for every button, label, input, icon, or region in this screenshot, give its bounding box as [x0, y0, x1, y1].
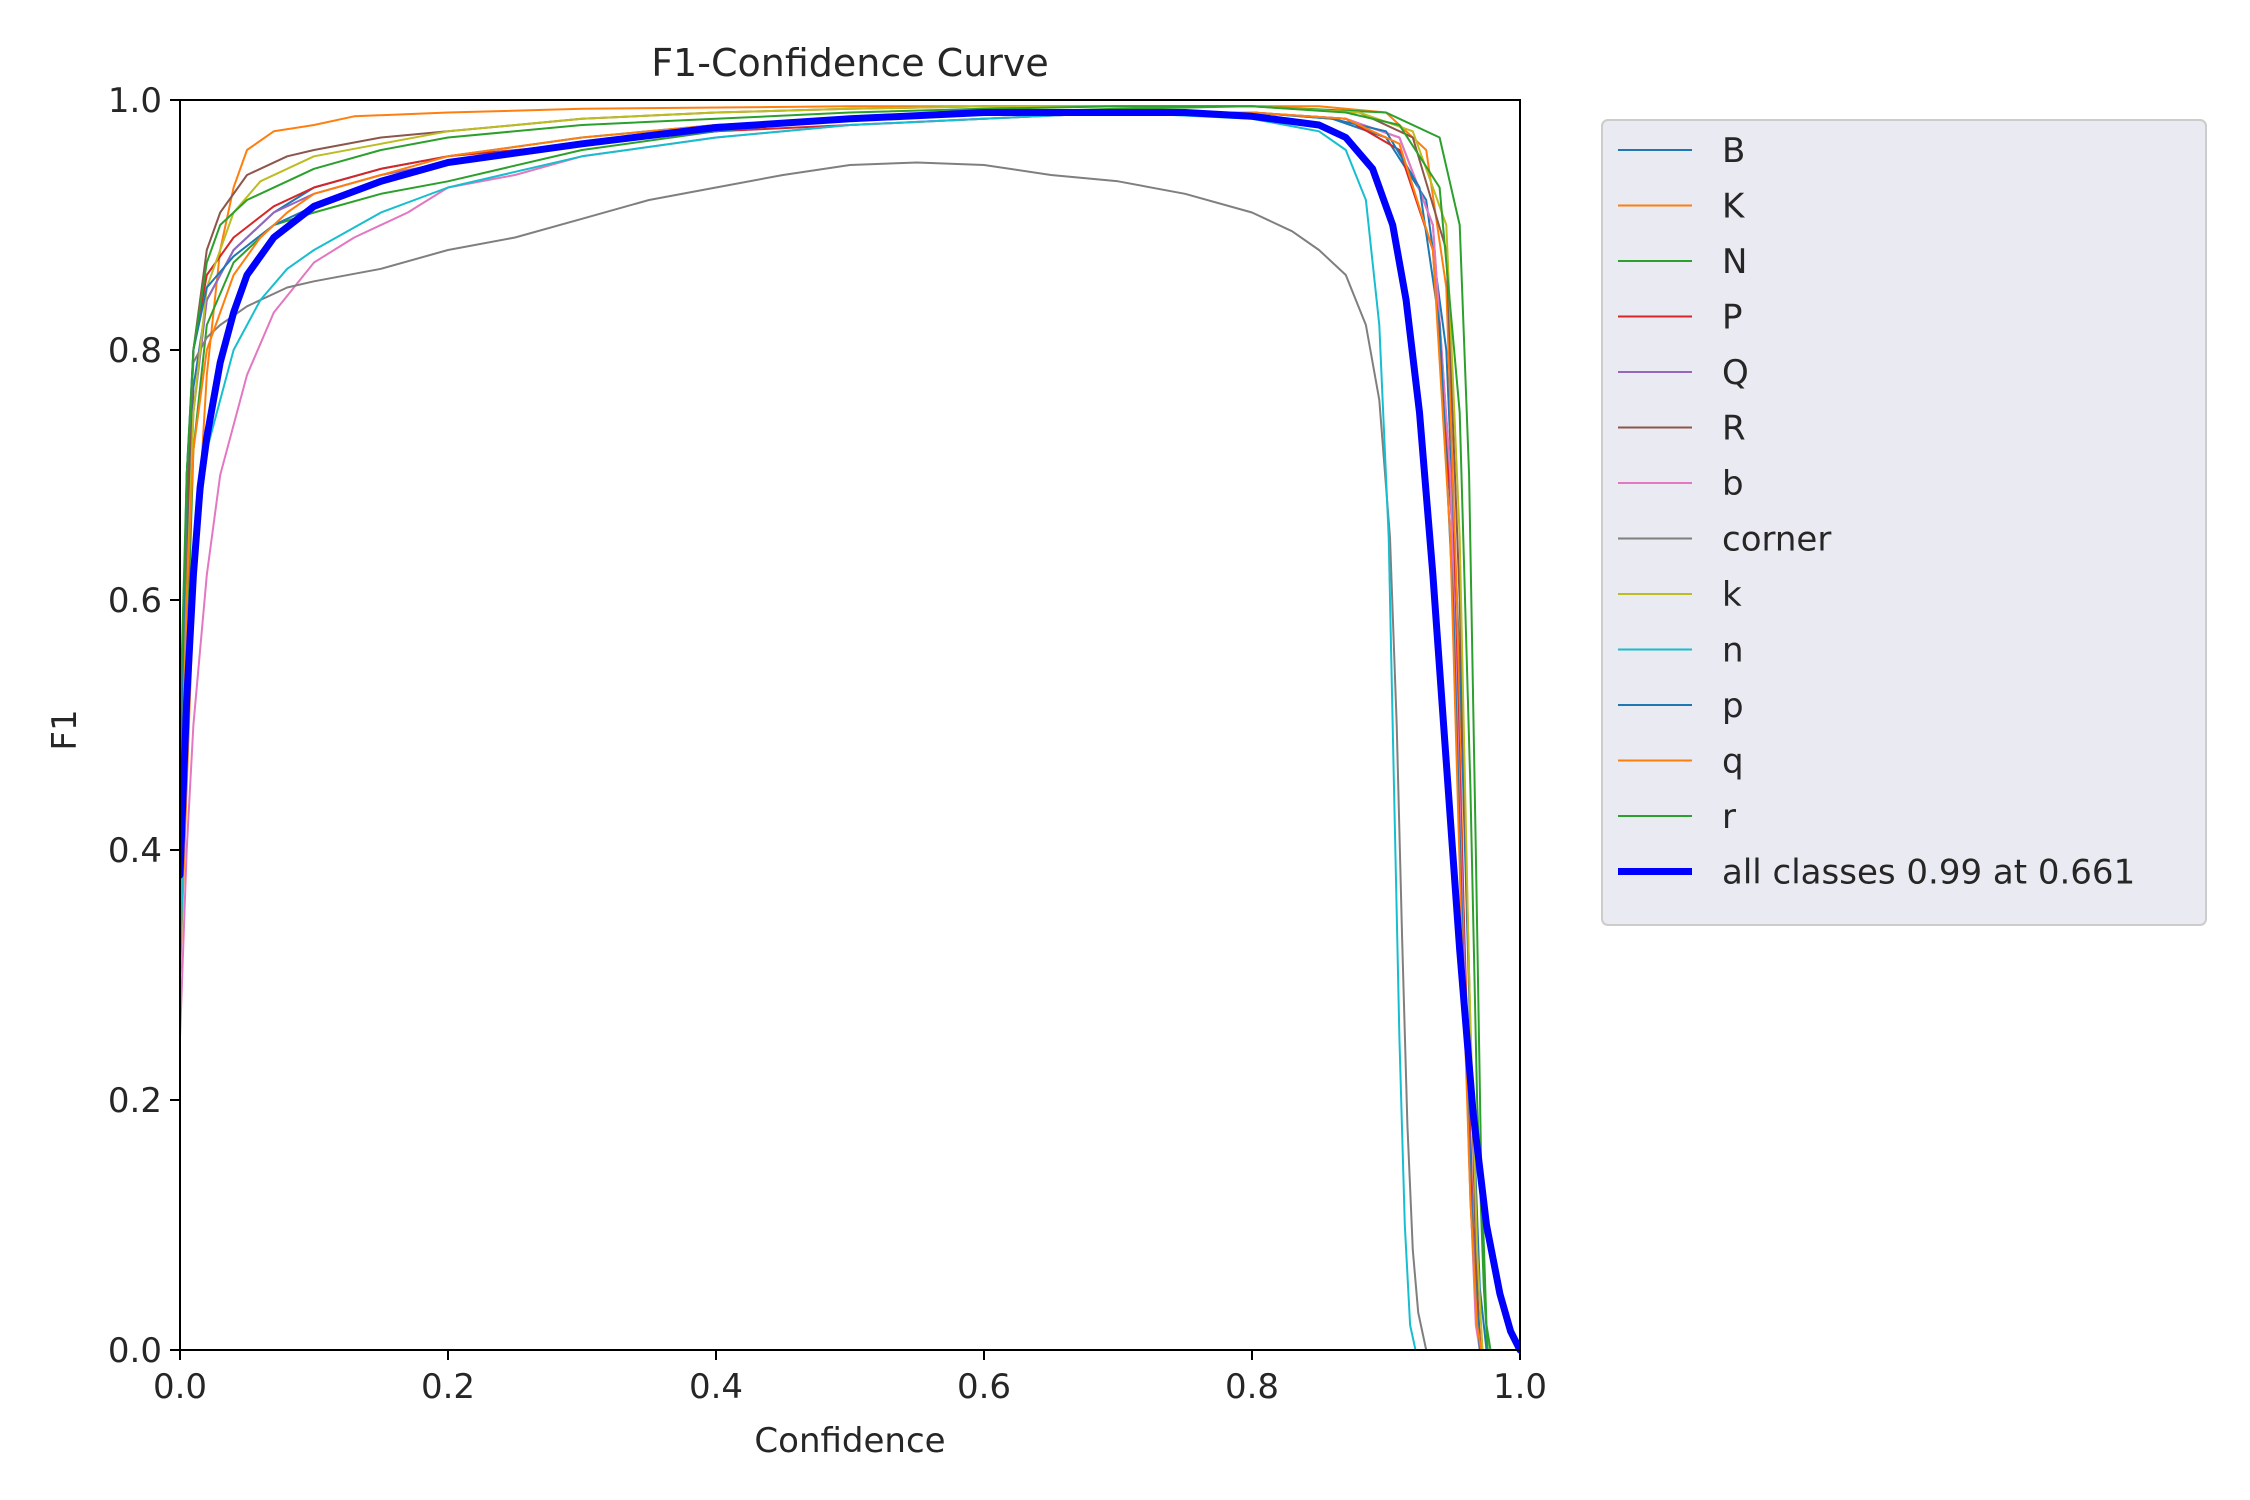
chart-title: F1-Confidence Curve [651, 41, 1049, 85]
series-line-8 [180, 105, 1484, 1351]
legend-label: r [1722, 797, 1736, 837]
legend-label: corner [1722, 520, 1831, 560]
legend-label: P [1722, 298, 1743, 338]
legend-label: k [1722, 575, 1742, 615]
y-tick-label: 1.0 [108, 81, 162, 121]
series-line-9 [180, 111, 1417, 1351]
x-tick-label: 0.2 [421, 1367, 475, 1407]
series-line-12 [180, 105, 1489, 1351]
series-line-2 [180, 105, 1492, 1351]
series-line-1 [180, 105, 1484, 1351]
legend-label: R [1722, 409, 1746, 449]
legend-label: b [1722, 464, 1744, 504]
y-tick-label: 0.6 [108, 581, 162, 621]
series-line-6 [180, 111, 1481, 1351]
series-line-5 [180, 105, 1481, 1351]
x-tick-label: 0.8 [1225, 1367, 1279, 1407]
plot-frame [179, 99, 1521, 1351]
series-line-3 [180, 111, 1484, 1351]
legend-label: Q [1722, 353, 1749, 393]
legend-label: all classes 0.99 at 0.661 [1722, 853, 2135, 893]
x-tick-label: 0.0 [153, 1367, 207, 1407]
legend-label: p [1722, 686, 1744, 726]
legend-label: N [1722, 242, 1747, 282]
plot-lines [180, 105, 1520, 1354]
x-tick-label: 0.4 [689, 1367, 743, 1407]
series-line-4 [180, 111, 1483, 1351]
series-line-11 [180, 111, 1483, 1351]
series-line-0 [180, 111, 1488, 1351]
legend-label: q [1722, 742, 1744, 782]
axes [179, 99, 1521, 1351]
x-tick-label: 0.6 [957, 1367, 1011, 1407]
legend-label: n [1722, 631, 1744, 671]
y-axis-label: F1 [45, 709, 85, 750]
legend-label: K [1722, 187, 1746, 227]
series-line-7 [180, 161, 1428, 1351]
legend-label: B [1722, 131, 1745, 171]
x-axis-label: Confidence [754, 1421, 945, 1461]
y-tick-label: 0.0 [108, 1331, 162, 1371]
x-tick-label: 1.0 [1493, 1367, 1547, 1407]
legend-box [1601, 119, 2207, 926]
y-tick-label: 0.8 [108, 331, 162, 371]
series-line-13 [180, 109, 1520, 1354]
y-tick-label: 0.4 [108, 831, 162, 871]
ticks: 0.0 0.2 0.4 0.6 0.8 1.0 0.0 0.2 0.4 0.6 0.8 1.0 [108, 81, 1547, 1407]
series-line-10 [180, 111, 1481, 1351]
y-tick-label: 0.2 [108, 1081, 162, 1121]
